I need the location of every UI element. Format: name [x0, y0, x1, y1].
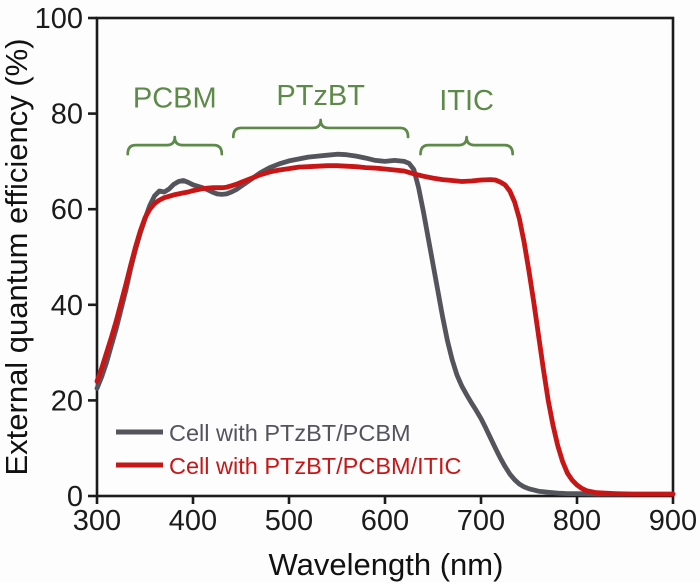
x-tick-label: 500	[265, 505, 313, 537]
x-tick-label: 900	[649, 505, 697, 537]
annotation-label-itic: ITIC	[439, 85, 494, 117]
series-line-ptzbt-pcbm	[94, 151, 676, 497]
series-line-ptzbt-pcbm-itic	[94, 163, 676, 497]
axis-ticks: 300 400 500 600 700 800 900 0 20 40 60 80 100	[35, 3, 698, 537]
annotation-label-ptzbt: PTzBT	[276, 80, 365, 112]
y-tick-label: 60	[51, 194, 83, 226]
bracket-ptzbt	[231, 118, 410, 139]
x-tick-label: 400	[169, 505, 217, 537]
y-tick-label: 0	[67, 481, 83, 513]
bracket-pcbm	[126, 135, 224, 156]
legend-label-red: Cell with PTzBT/PCBM/ITIC	[169, 453, 462, 479]
bracket-itic	[419, 135, 515, 156]
y-tick-label: 80	[51, 99, 83, 131]
x-axis-title: Wavelength (nm)	[269, 547, 504, 582]
legend: Cell with PTzBT/PCBM Cell with PTzBT/PCB…	[116, 420, 462, 479]
x-tick-label: 600	[361, 505, 409, 537]
legend-label-gray: Cell with PTzBT/PCBM	[169, 420, 411, 446]
y-tick-label: 40	[51, 290, 83, 322]
x-tick-label: 800	[553, 505, 601, 537]
y-tick-label: 100	[35, 3, 83, 35]
x-tick-label: 300	[73, 505, 121, 537]
y-axis-title: External quantum efficiency (%)	[0, 38, 34, 475]
y-tick-label: 20	[51, 385, 83, 417]
region-annotations: PCBM PTzBT ITIC	[126, 80, 515, 156]
x-tick-label: 700	[457, 505, 505, 537]
data-curves	[94, 151, 676, 497]
annotation-label-pcbm: PCBM	[133, 82, 217, 114]
